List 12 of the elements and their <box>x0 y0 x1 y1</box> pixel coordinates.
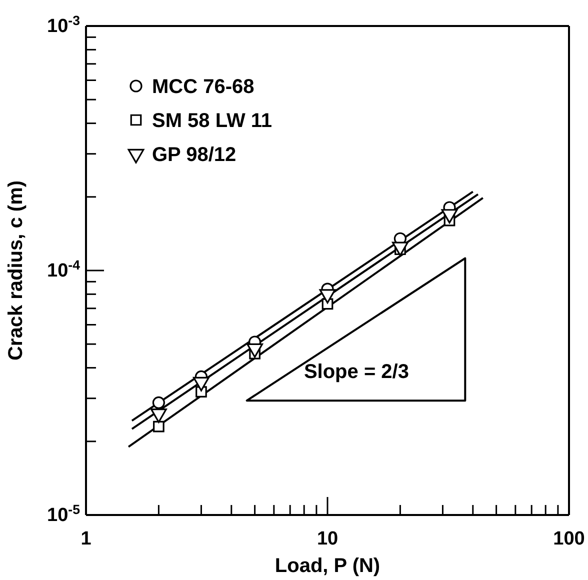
x-tick-label: 10 <box>316 528 338 550</box>
x-tick-label: 1 <box>80 528 92 550</box>
legend-label: SM 58 LW 11 <box>152 110 272 132</box>
legend-label: MCC 76-68 <box>152 76 254 98</box>
annotation: Slope = 2/3 <box>304 361 410 384</box>
x-axis-title: Load, P (N) <box>274 555 380 577</box>
y-tick-label: 10$^{-5}$ <box>47 502 81 526</box>
y-tick-label: 10$^{-3}$ <box>47 12 80 38</box>
legend-label: GP 98/12 <box>152 144 236 166</box>
y-axis-title: Crack radius, c (m) <box>5 180 27 361</box>
y-tick-label: 10$^{-4}$ <box>47 257 81 282</box>
x-tick-label: 100 <box>553 528 585 550</box>
